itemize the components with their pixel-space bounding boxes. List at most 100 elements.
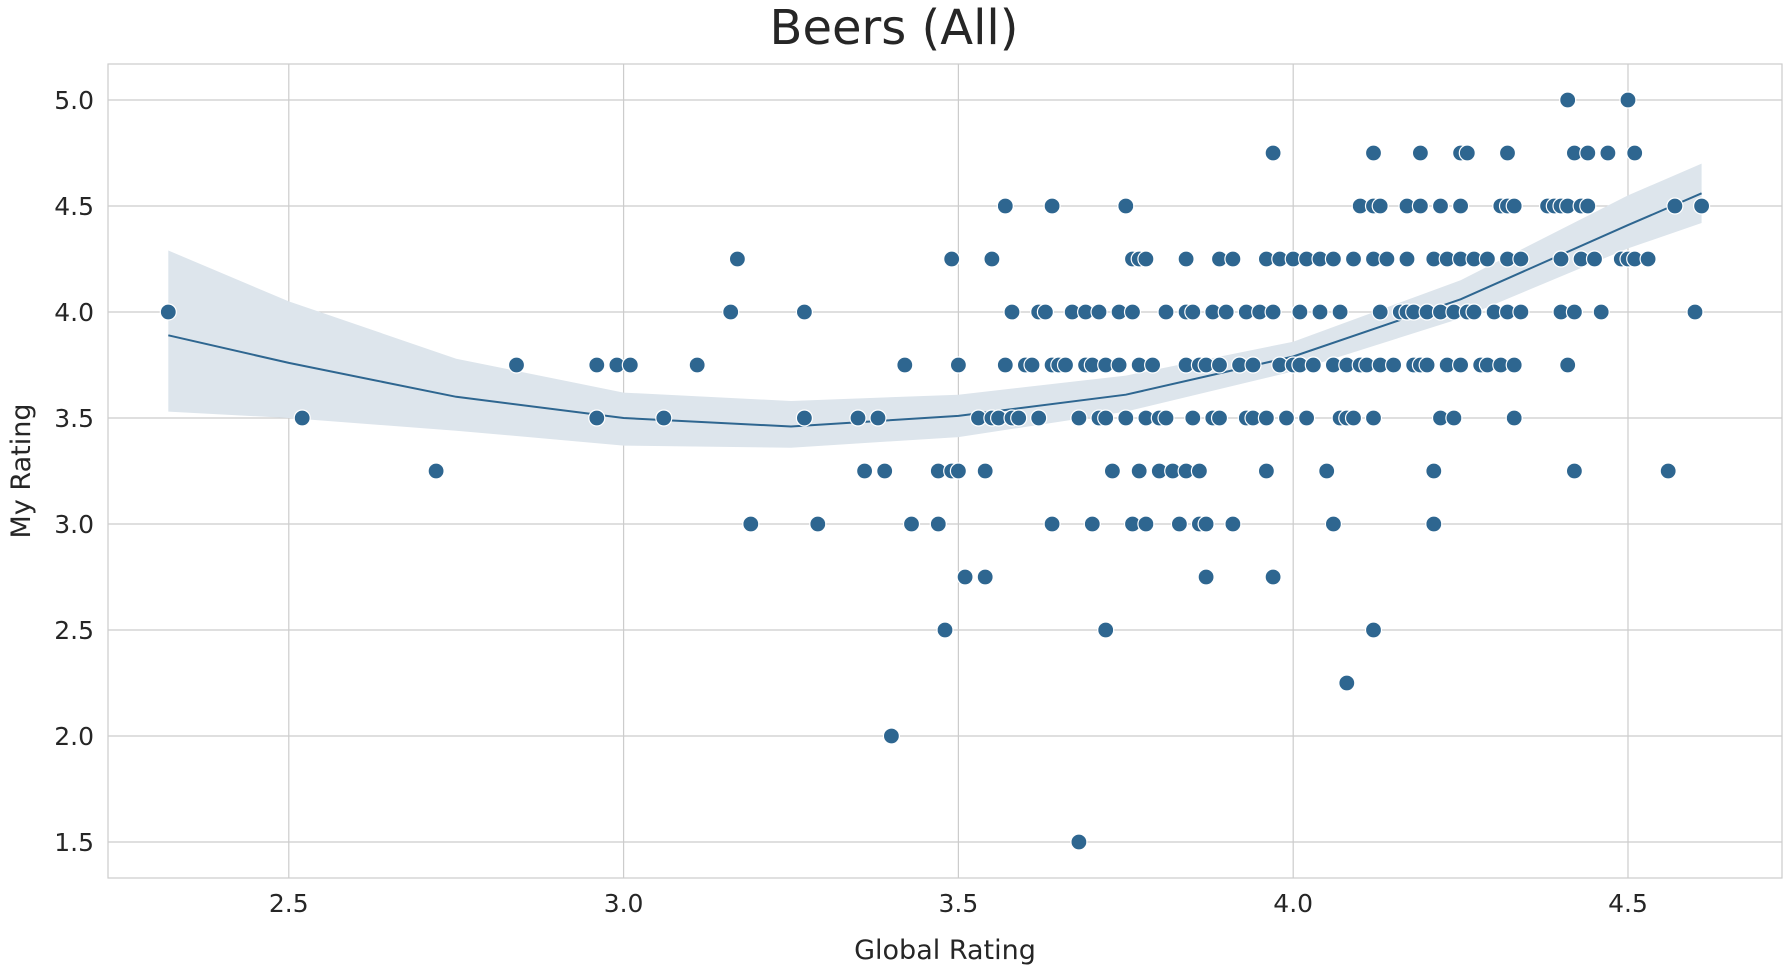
data-point <box>1304 356 1322 374</box>
data-point <box>1123 303 1142 321</box>
data-point <box>1411 144 1430 162</box>
data-point <box>896 356 914 374</box>
x-tick-label: 3.0 <box>604 889 644 918</box>
data-point <box>1157 303 1175 321</box>
data-point <box>1117 197 1135 215</box>
data-point <box>1030 409 1048 427</box>
data-point <box>427 462 445 480</box>
x-tick-label: 4.0 <box>1273 889 1313 918</box>
data-point <box>996 197 1014 215</box>
data-point <box>1585 250 1604 268</box>
data-points <box>159 91 1711 851</box>
data-point <box>621 356 639 374</box>
data-point <box>1364 621 1383 639</box>
x-tick-label: 2.5 <box>269 889 309 918</box>
data-point <box>1579 144 1597 162</box>
data-point <box>655 409 673 427</box>
data-point <box>882 727 901 745</box>
data-point <box>1264 144 1282 162</box>
data-point <box>1264 303 1282 321</box>
data-point <box>876 462 894 480</box>
y-tick-label: 5.0 <box>54 86 94 115</box>
data-point <box>1097 409 1115 427</box>
data-point <box>1686 303 1704 321</box>
data-point <box>1384 356 1403 374</box>
data-point <box>1431 197 1450 215</box>
data-point <box>1210 409 1229 427</box>
data-point <box>1217 303 1235 321</box>
data-point <box>1639 250 1657 268</box>
data-point <box>1210 356 1229 374</box>
data-point <box>855 462 874 480</box>
data-point <box>1197 515 1215 533</box>
data-point <box>1097 621 1115 639</box>
data-point <box>795 303 814 321</box>
data-point <box>1565 303 1584 321</box>
data-point <box>1498 144 1517 162</box>
x-axis-label: Global Rating <box>854 935 1036 966</box>
y-tick-label: 1.5 <box>54 828 94 857</box>
data-point <box>1010 409 1028 427</box>
data-point <box>1478 250 1497 268</box>
data-point <box>936 621 954 639</box>
data-point <box>588 409 606 427</box>
data-point <box>902 515 921 533</box>
data-point <box>1425 462 1443 480</box>
x-tick-label: 4.5 <box>1608 889 1648 918</box>
data-point <box>1190 462 1209 480</box>
data-point <box>1465 303 1483 321</box>
data-point <box>1425 515 1443 533</box>
data-point <box>1036 303 1055 321</box>
data-point <box>1331 303 1349 321</box>
data-point <box>742 515 760 533</box>
data-point <box>1170 515 1189 533</box>
data-point <box>588 356 606 374</box>
data-point <box>1264 568 1282 586</box>
data-point <box>1070 409 1088 427</box>
data-point <box>1056 356 1075 374</box>
data-point <box>1565 462 1584 480</box>
data-point <box>1505 409 1523 427</box>
data-point <box>1659 462 1677 480</box>
data-point <box>1344 409 1363 427</box>
data-point <box>1244 356 1262 374</box>
data-point <box>1177 250 1195 268</box>
data-point <box>949 356 968 374</box>
data-point <box>728 250 747 268</box>
y-tick-label: 3.5 <box>54 404 94 433</box>
data-point <box>1371 197 1389 215</box>
plot-frame <box>107 63 1783 879</box>
data-point <box>795 409 814 427</box>
data-point <box>1552 250 1570 268</box>
data-point <box>1559 91 1577 109</box>
data-point <box>996 356 1014 374</box>
fit-line-layer <box>168 192 1702 428</box>
data-point <box>1418 356 1436 374</box>
data-point <box>1117 409 1135 427</box>
data-point <box>1224 515 1242 533</box>
data-point <box>1344 250 1363 268</box>
data-point <box>1324 250 1343 268</box>
y-tick-label: 3.0 <box>54 510 94 539</box>
y-tick-label: 2.0 <box>54 722 94 751</box>
data-point <box>1619 91 1637 109</box>
data-point <box>1505 197 1523 215</box>
data-point <box>1364 409 1383 427</box>
data-point <box>949 462 968 480</box>
data-point <box>1398 250 1416 268</box>
data-point <box>1137 515 1155 533</box>
data-point <box>159 303 177 321</box>
data-point <box>1505 356 1523 374</box>
data-point <box>1257 409 1276 427</box>
data-point <box>1184 303 1202 321</box>
data-point <box>1137 250 1155 268</box>
data-point <box>1257 462 1276 480</box>
data-point <box>1103 462 1122 480</box>
y-tick-label: 2.5 <box>54 616 94 645</box>
data-point <box>956 568 974 586</box>
data-point <box>929 515 947 533</box>
data-point <box>1003 303 1021 321</box>
data-point <box>1157 409 1175 427</box>
data-point <box>1512 250 1530 268</box>
